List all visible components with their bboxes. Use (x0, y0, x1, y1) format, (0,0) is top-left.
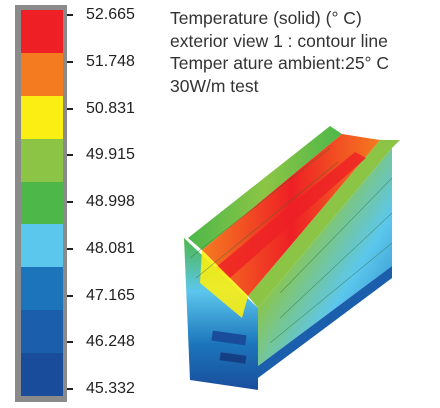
model-side-face (258, 148, 392, 366)
scale-tick (67, 247, 73, 250)
scale-value-label: 45.332 (86, 380, 135, 397)
scale-value-label: 52.665 (86, 6, 135, 23)
caption-test: 30W/m test (170, 75, 259, 96)
color-swatch (21, 95, 63, 139)
scale-tick (67, 201, 73, 203)
scale-tick (67, 107, 73, 110)
model-contour-lines (189, 147, 393, 344)
scale-value-label: 49.915 (86, 146, 135, 164)
scale-tick (67, 388, 73, 390)
scale-tick (67, 341, 73, 344)
model-slot (211, 330, 247, 346)
color-swatch (21, 138, 63, 182)
color-swatch (21, 224, 63, 268)
color-scale-swatches (21, 10, 63, 397)
scale-value-label: 50.831 (86, 99, 135, 117)
scale-tick (67, 14, 73, 16)
caption: Temperature (solid) (° C) exterior view … (170, 7, 389, 97)
caption-title: Temperature (solid) (° C) (170, 8, 362, 28)
color-swatch (21, 353, 63, 397)
scale-value-label: 48.081 (86, 239, 135, 257)
heat-sink-model (184, 126, 400, 390)
scale-value-label: 47.165 (86, 286, 135, 304)
color-swatch (21, 267, 63, 311)
color-swatch (21, 10, 63, 53)
caption-view: exterior view 1 : contour line (170, 30, 388, 51)
scale-value-label: 48.998 (86, 193, 135, 210)
scale-tick (67, 154, 73, 157)
scale-tick (67, 294, 73, 297)
scale-tick (67, 60, 73, 63)
color-swatch (21, 181, 63, 225)
model-right-rim (248, 140, 400, 308)
scale-value-label: 51.748 (86, 52, 135, 70)
model-left-wall (188, 126, 342, 250)
caption-ambient: Temper ature ambient:25° C (170, 53, 390, 73)
scale-value-label: 46.248 (86, 333, 135, 351)
color-swatch (21, 52, 63, 96)
color-swatch (21, 310, 63, 354)
